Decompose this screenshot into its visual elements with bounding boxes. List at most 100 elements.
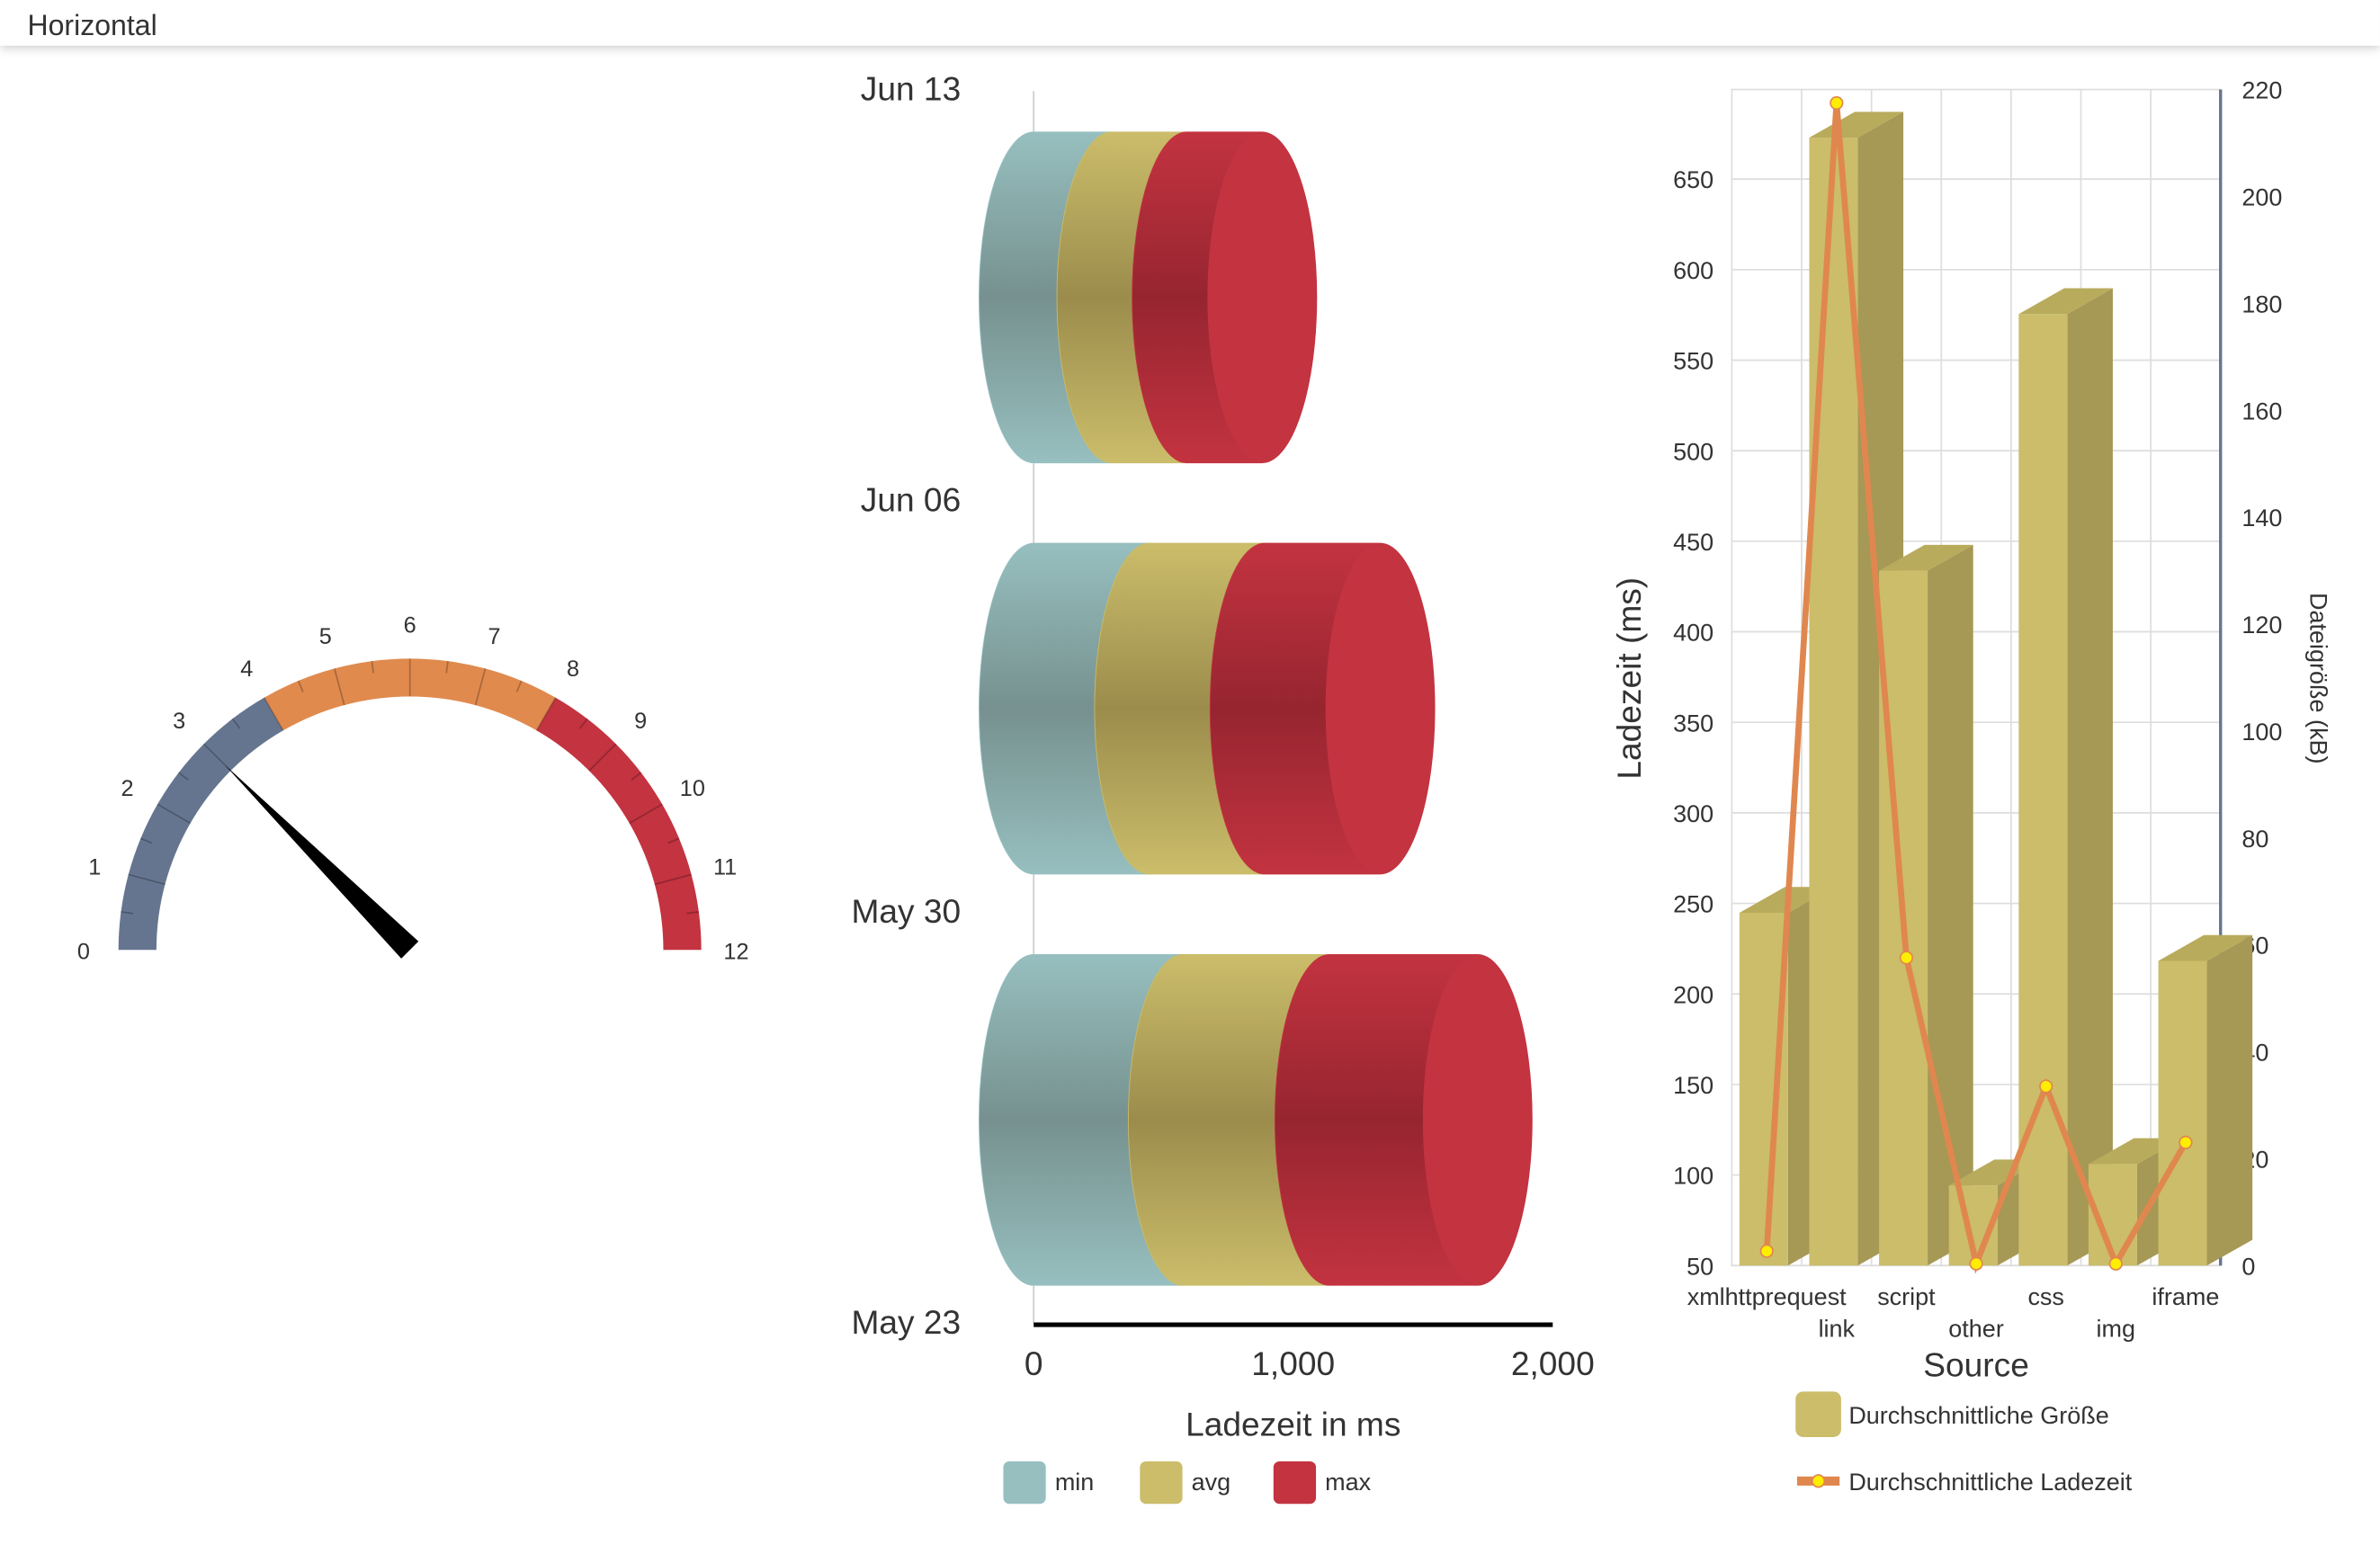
legend-label-min: min [1055, 1469, 1094, 1496]
gauge-tick [231, 718, 241, 729]
bar-side [2067, 288, 2113, 1266]
line-marker [1830, 95, 1844, 111]
legend-swatch-max [1273, 1460, 1317, 1505]
y2-tick-label: 80 [2241, 826, 2268, 853]
x-tick-label: iframe [2152, 1283, 2219, 1310]
gauge-tick [654, 873, 692, 886]
y2-tick-label: 120 [2241, 612, 2282, 639]
y2-tick-label: 140 [2241, 505, 2282, 531]
bar [1809, 138, 1858, 1266]
gauge-tick [297, 680, 304, 692]
y-tick-label: 500 [1673, 438, 1713, 465]
bar [2018, 314, 2068, 1266]
y-tick-label: 50 [1687, 1253, 1713, 1280]
legend-label-avg: avg [1192, 1469, 1231, 1496]
gauge-tick [629, 803, 663, 825]
gauge-tick [263, 697, 284, 731]
line-marker [1899, 951, 1914, 965]
cylinder-cap [1325, 543, 1436, 874]
gauge-tick-label: 8 [567, 656, 579, 682]
x-axis-title: Ladezeit in ms [1186, 1405, 1400, 1442]
gauge-band [264, 658, 556, 731]
legend-label-size: Durchschnittliche Größe [1848, 1402, 2108, 1429]
gauge-tick-label: 7 [488, 624, 501, 649]
y-tick-label: 450 [1673, 529, 1713, 556]
cylinder-cap [1422, 954, 1533, 1286]
y2-tick-label: 180 [2241, 290, 2282, 317]
gauge-tick [128, 873, 166, 886]
size-loadtime-combo-chart: 50 100 150 200 250 300 350 400 450 500 550 600 650 0 2… [1610, 77, 2331, 1496]
gauge-tick [631, 772, 642, 781]
page-title: Horizontal [27, 9, 157, 41]
line-marker [2108, 1256, 2123, 1271]
category-label: Jun 06 [861, 481, 961, 519]
gauge-tick [334, 668, 345, 706]
x-tick-label: other [1948, 1316, 2004, 1343]
y-tick-label: 250 [1673, 891, 1713, 918]
gauge-band [118, 697, 283, 951]
bar-top [1879, 544, 1973, 571]
gauge-tick-label: 2 [121, 776, 133, 801]
y-tick-label: 650 [1673, 166, 1713, 193]
line-marker [2039, 1079, 2053, 1094]
y2-tick-label: 200 [2241, 184, 2282, 211]
gauge-tick [371, 660, 374, 674]
y-axis-title: Ladezeit (ms) [1610, 577, 1648, 780]
gauge-tick-label: 11 [713, 855, 737, 880]
y-tick-label: 100 [1673, 1163, 1713, 1190]
bar-top [2018, 288, 2113, 315]
gauge-tick-label: 0 [77, 939, 90, 964]
gauge-tick [579, 718, 588, 729]
category-label: May 30 [852, 892, 962, 930]
y2-tick-label: 0 [2241, 1253, 2255, 1280]
gauge-tick-label: 3 [173, 709, 185, 734]
x-tick-label: img [2097, 1316, 2135, 1343]
gauge-tick [140, 837, 153, 844]
gauge-tick [178, 772, 189, 781]
x-tick-label: link [1819, 1316, 1856, 1343]
category-label: May 23 [852, 1303, 962, 1341]
gauge-tick [474, 668, 487, 706]
gauge-tick-label: 6 [404, 613, 416, 639]
legend-label-max: max [1325, 1469, 1371, 1496]
y2-tick-label: 100 [2241, 719, 2282, 746]
gauge-tick-label: 10 [680, 776, 705, 801]
x-tick-label: xmlhttprequest [1687, 1283, 1847, 1310]
gauge-tick [686, 911, 700, 915]
y-tick-label: 200 [1673, 981, 1713, 1008]
legend-swatch-min [1003, 1460, 1046, 1505]
bar [1739, 912, 1788, 1266]
y-tick-label: 150 [1673, 1072, 1713, 1099]
gauge-tick-label: 5 [319, 624, 332, 649]
legend-swatch-size [1795, 1391, 1841, 1437]
category-label: Jun 13 [861, 69, 961, 107]
legend-marker-loadtime [1811, 1474, 1826, 1488]
legend-swatch-avg [1140, 1460, 1183, 1505]
gauge-tick [515, 680, 523, 692]
gauge-tick [445, 660, 449, 674]
y-tick-label: 300 [1673, 800, 1713, 827]
x-tick-label: 2,000 [1511, 1344, 1595, 1382]
x-tick-label: 1,000 [1251, 1344, 1335, 1382]
y-tick-label: 550 [1673, 348, 1713, 375]
line-marker [1759, 1244, 1774, 1258]
x-tick-label: script [1877, 1283, 1936, 1310]
x-tick-label: 0 [1024, 1344, 1043, 1382]
bar-side [1928, 544, 1973, 1266]
legend-label-loadtime: Durchschnittliche Ladezeit [1848, 1469, 2132, 1496]
cylinder-bar-chart: Jun 13 Jun 06 May 30 May 23 0 1,000 2,000 Ladez… [852, 69, 1595, 1505]
bar-top [2158, 934, 2253, 961]
y2-tick-label: 160 [2241, 397, 2282, 424]
bar [2158, 960, 2207, 1266]
y-tick-label: 400 [1673, 620, 1713, 647]
gauge-needle [225, 765, 419, 959]
y2-tick-label: 220 [2241, 77, 2282, 104]
cylinder-cap [1207, 131, 1317, 463]
y2-axis-title: Dateigröße (kB) [2304, 593, 2331, 764]
gauge-tick [588, 743, 617, 772]
gauge-tick-label: 1 [88, 855, 101, 880]
gauge-band [536, 697, 702, 951]
line-marker [1969, 1256, 1983, 1271]
